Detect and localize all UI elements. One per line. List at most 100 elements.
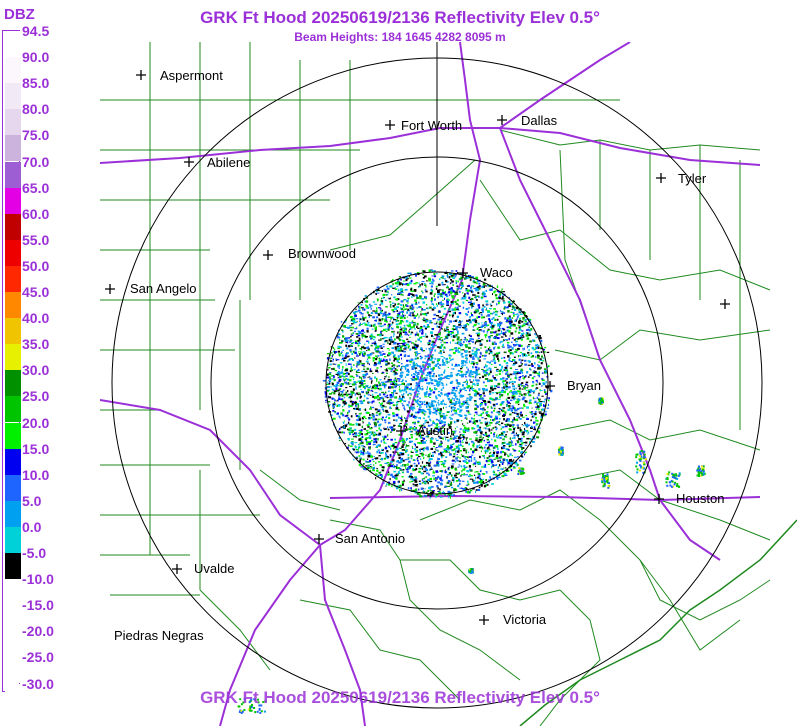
echo-pixel	[400, 290, 403, 293]
echo-pixel	[421, 482, 424, 484]
echo-pixel	[360, 362, 362, 365]
echo-pixel	[546, 407, 549, 409]
echo-pixel	[414, 368, 416, 371]
echo-pixel	[433, 379, 436, 381]
echo-pixel	[446, 394, 449, 397]
echo-pixel	[361, 301, 363, 304]
echo-pixel	[327, 364, 330, 366]
echo-pixel	[493, 470, 495, 472]
echo-pixel	[394, 307, 396, 309]
echo-pixel	[508, 381, 512, 383]
echo-pixel	[443, 307, 446, 310]
echo-pixel	[535, 423, 539, 425]
echo-pixel	[396, 315, 400, 318]
echo-pixel	[353, 381, 356, 384]
echo-pixel	[481, 322, 483, 324]
echo-pixel	[433, 279, 435, 282]
echo-pixel	[412, 294, 415, 296]
echo-pixel	[340, 375, 344, 377]
echo-pixel	[466, 292, 469, 294]
echo-pixel	[470, 340, 472, 343]
echo-pixel	[427, 402, 431, 404]
legend-label: 55.0	[22, 231, 50, 248]
echo-pixel	[393, 357, 397, 360]
echo-pixel	[376, 380, 378, 382]
echo-pixel	[425, 491, 428, 493]
echo-pixel	[376, 445, 378, 448]
echo-pixel	[502, 291, 505, 293]
echo-pixel	[427, 489, 430, 492]
echo-pixel	[407, 340, 410, 343]
echo-pixel	[411, 366, 414, 368]
echo-pixel	[473, 418, 475, 420]
echo-pixel	[371, 352, 375, 354]
echo-pixel	[491, 285, 493, 287]
echo-pixel	[458, 449, 460, 452]
echo-pixel	[472, 290, 474, 293]
echo-pixel	[461, 439, 464, 442]
echo-pixel	[408, 322, 412, 324]
echo-pixel	[372, 444, 376, 446]
echo-pixel	[441, 292, 444, 294]
echo-pixel	[349, 393, 352, 396]
echo-pixel	[532, 441, 535, 443]
echo-pixel	[416, 485, 419, 487]
echo-pixel	[372, 461, 375, 463]
echo-pixel	[454, 427, 456, 430]
echo-pixel	[524, 320, 527, 323]
echo-pixel	[339, 346, 342, 348]
echo-pixel	[416, 351, 418, 353]
echo-pixel	[382, 315, 384, 317]
echo-pixel	[466, 461, 469, 464]
echo-pixel	[370, 335, 373, 338]
echo-pixel	[519, 325, 522, 328]
echo-pixel	[412, 306, 415, 309]
echo-pixel	[438, 316, 441, 318]
echo-pixel	[380, 477, 382, 479]
echo-pixel	[479, 342, 482, 345]
echo-pixel	[381, 297, 383, 300]
echo-pixel	[515, 460, 517, 463]
echo-pixel	[347, 352, 349, 355]
echo-pixel	[431, 281, 434, 284]
echo-pixel	[527, 433, 529, 435]
echo-pixel	[459, 487, 462, 489]
echo-pixel	[377, 362, 381, 365]
echo-pixel	[521, 333, 523, 336]
echo-pixel	[460, 405, 462, 408]
echo-pixel	[338, 393, 340, 396]
echo-pixel	[437, 450, 439, 452]
echo-pixel	[372, 357, 376, 360]
echo-pixel	[435, 380, 439, 382]
echo-pixel	[368, 421, 370, 425]
echo-pixel	[476, 384, 479, 386]
echo-pixel	[543, 351, 546, 353]
echo-pixel	[368, 447, 370, 450]
echo-pixel	[332, 382, 334, 386]
echo-pixel	[349, 386, 353, 388]
echo-pixel	[474, 384, 476, 386]
echo-pixel	[355, 457, 359, 459]
echo-pixel	[437, 362, 440, 365]
echo-pixel	[532, 413, 534, 415]
echo-pixel	[447, 275, 449, 278]
echo-pixel	[385, 328, 388, 330]
echo-pixel	[400, 304, 403, 306]
echo-pixel	[462, 373, 466, 375]
legend-swatch	[5, 318, 21, 345]
echo-pixel	[533, 391, 535, 394]
echo-pixel	[403, 280, 405, 282]
echo-pixel	[374, 384, 376, 387]
echo-pixel	[536, 402, 540, 404]
echo-pixel	[378, 455, 381, 457]
echo-pixel	[394, 303, 397, 306]
echo-pixel	[429, 351, 431, 354]
echo-pixel	[492, 419, 495, 422]
echo-pixel	[364, 446, 366, 448]
echo-pixel	[533, 426, 536, 429]
echo-pixel	[340, 321, 343, 323]
echo-pixel	[366, 358, 369, 360]
echo-pixel	[518, 395, 521, 397]
echo-pixel	[487, 310, 491, 313]
echo-pixel	[432, 490, 435, 492]
